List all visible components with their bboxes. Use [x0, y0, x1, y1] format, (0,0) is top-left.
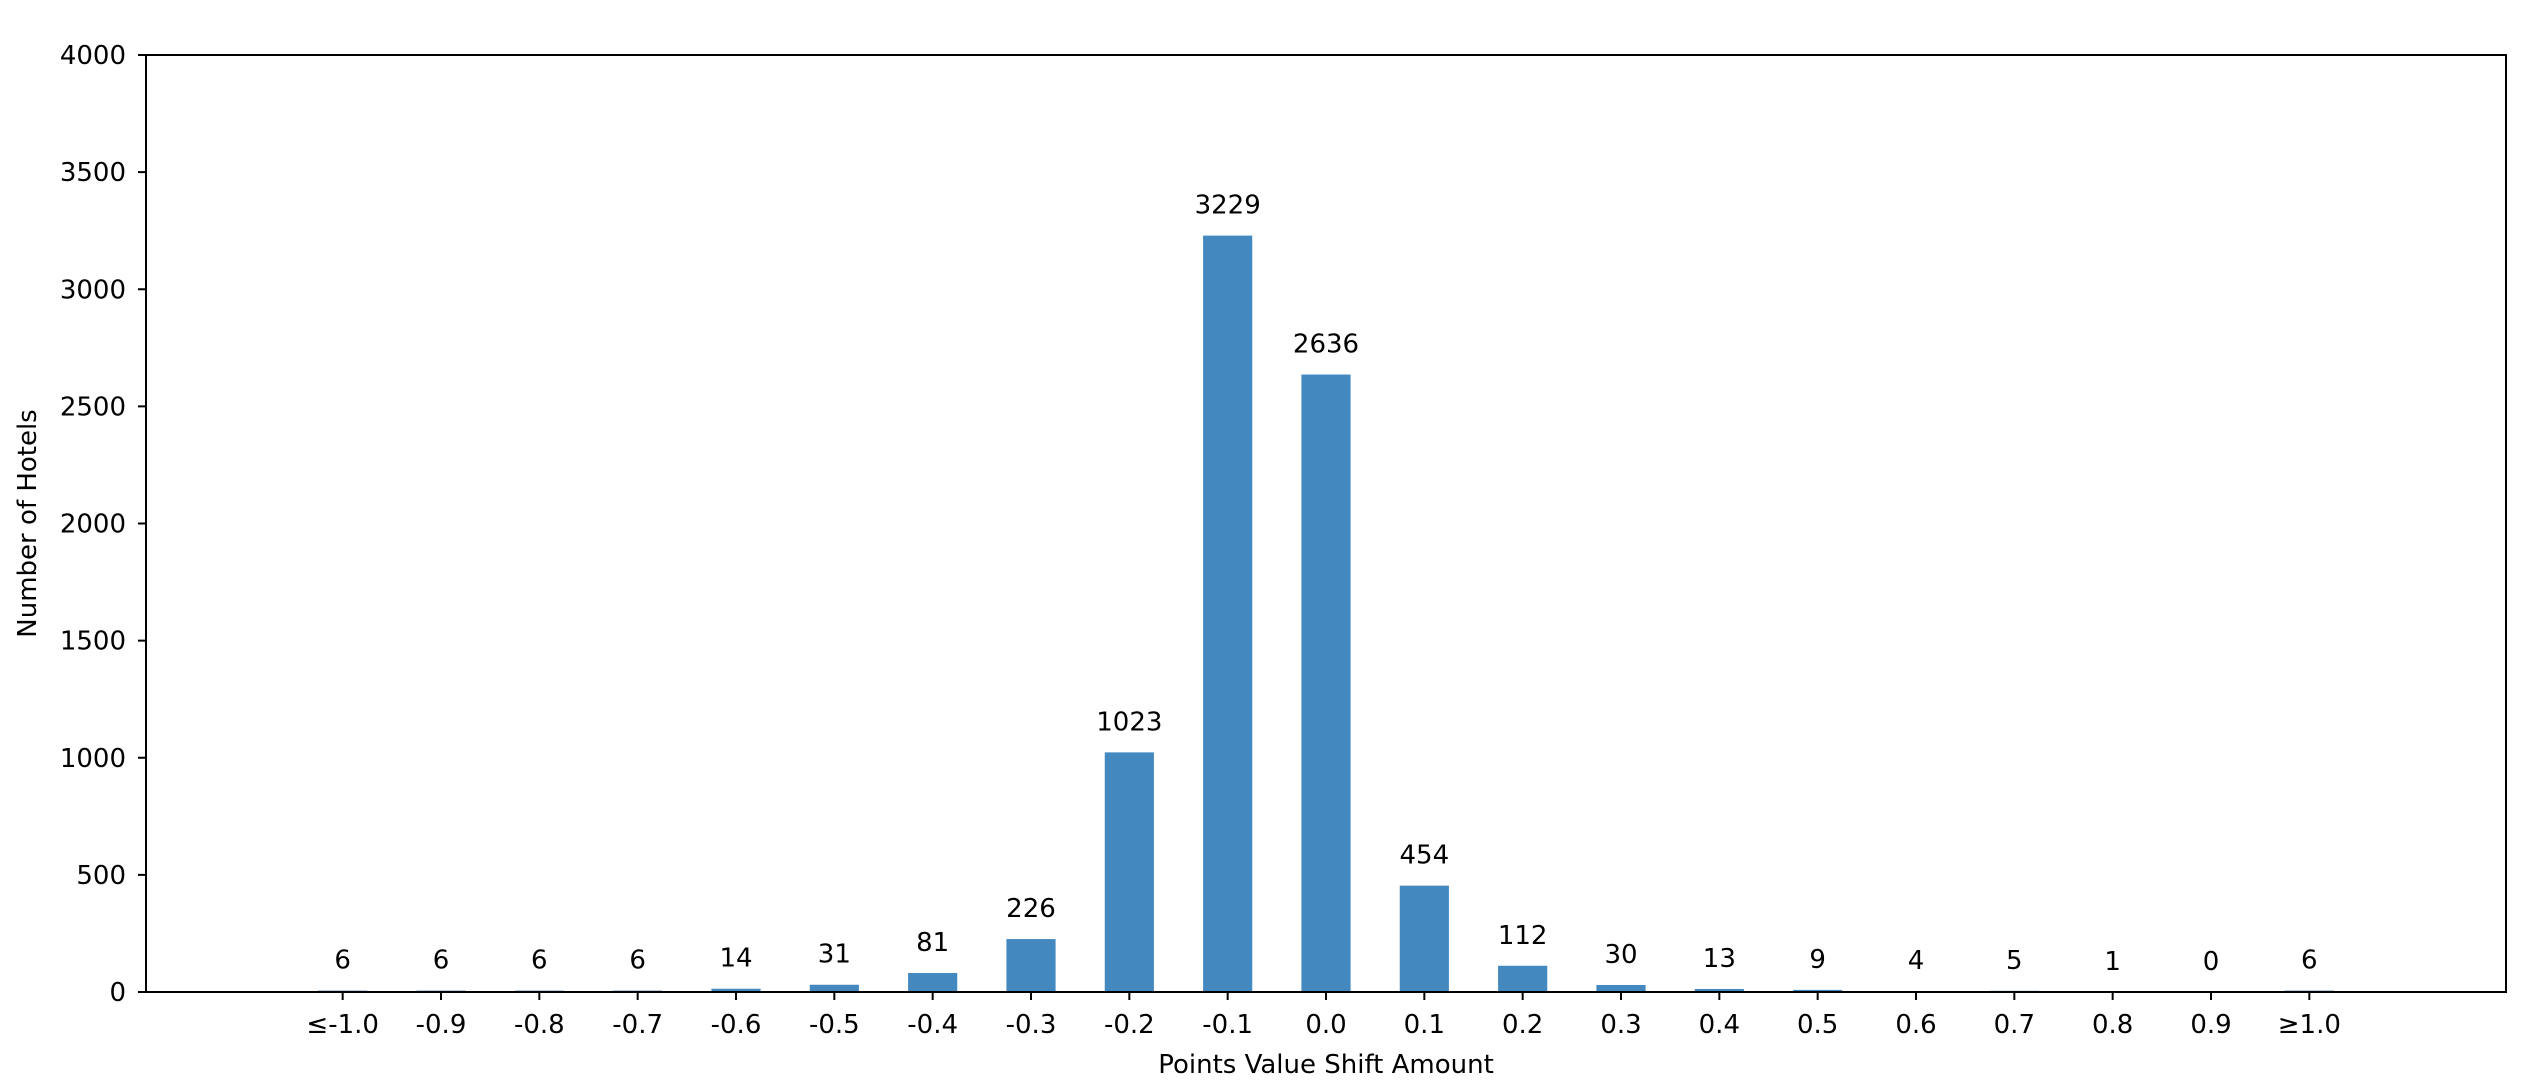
x-tick-label: -0.5	[809, 1010, 860, 1040]
x-tick-label: 0.6	[1895, 1010, 1936, 1040]
bar-value-label: 14	[719, 944, 752, 974]
bar-value-label: 0	[2203, 947, 2220, 977]
y-axis-ticks: 0 500 1000 1500 2000 2500 3000 3500 4000	[60, 41, 146, 1008]
x-tick-label: -0.9	[416, 1010, 467, 1040]
bar-5	[810, 985, 859, 992]
x-tick-label: 0.4	[1699, 1010, 1740, 1040]
bar-value-label: 6	[629, 946, 646, 976]
bar-13	[1596, 985, 1645, 992]
y-tick-label: 0	[109, 978, 126, 1008]
y-tick-label: 3000	[60, 275, 126, 305]
x-tick-label: -0.7	[612, 1010, 663, 1040]
x-tick-label: -0.1	[1202, 1010, 1253, 1040]
x-tick-label: -0.4	[907, 1010, 958, 1040]
bar-value-label: 6	[433, 946, 450, 976]
bar-value-label: 81	[916, 928, 949, 958]
y-tick-label: 2000	[60, 510, 126, 540]
x-tick-label: ≤-1.0	[306, 1010, 379, 1040]
bar-value-label: 6	[2301, 946, 2318, 976]
x-axis-label: Points Value Shift Amount	[1158, 1050, 1494, 1080]
x-tick-label: 0.3	[1600, 1010, 1641, 1040]
y-tick-label: 3500	[60, 158, 126, 188]
x-tick-label: 0.0	[1305, 1010, 1346, 1040]
x-tick-label: -0.3	[1006, 1010, 1057, 1040]
bar-11	[1400, 886, 1449, 992]
bar-value-label: 4	[1908, 946, 1925, 976]
bar-value-label: 9	[1809, 945, 1826, 975]
bar-value-label: 1023	[1096, 707, 1162, 737]
x-tick-label: ≥1.0	[2278, 1010, 2341, 1040]
bar-value-label: 5	[2006, 946, 2023, 976]
y-tick-label: 1000	[60, 744, 126, 774]
bar-7	[1006, 939, 1055, 992]
y-tick-label: 2500	[60, 392, 126, 422]
bar-6	[908, 973, 957, 992]
bar-value-label: 31	[818, 940, 851, 970]
x-tick-label: 0.8	[2092, 1010, 2133, 1040]
x-tick-label: -0.2	[1104, 1010, 1155, 1040]
x-tick-label: -0.6	[711, 1010, 762, 1040]
x-tick-label: 0.2	[1502, 1010, 1543, 1040]
bar-value-label: 112	[1498, 921, 1548, 951]
bar-value-label: 6	[334, 946, 351, 976]
x-tick-label: -0.8	[514, 1010, 565, 1040]
x-tick-label: 0.9	[2190, 1010, 2231, 1040]
y-tick-label: 1500	[60, 627, 126, 657]
bar-value-label: 2636	[1293, 330, 1359, 360]
bar-value-label: 13	[1703, 944, 1736, 974]
bar-value-label: 6	[531, 946, 548, 976]
bar-8	[1105, 752, 1154, 992]
y-tick-label: 4000	[60, 41, 126, 71]
bar-value-label: 1	[2104, 947, 2121, 977]
bar-value-label: 454	[1400, 841, 1450, 871]
x-tick-label: 0.1	[1404, 1010, 1445, 1040]
bar-value-label: 3229	[1195, 191, 1261, 221]
x-axis-ticks: ≤-1.0 -0.9 -0.8 -0.7 -0.6 -0.5 -0.4 -0.3 -0.2 -0.…	[306, 992, 2340, 1040]
bar-10	[1301, 375, 1350, 992]
bar-value-label: 226	[1006, 894, 1056, 924]
x-tick-label: 0.5	[1797, 1010, 1838, 1040]
bar-12	[1498, 966, 1547, 992]
bar-9	[1203, 236, 1252, 992]
y-axis-label: Number of Hotels	[13, 409, 43, 637]
y-tick-label: 500	[76, 861, 126, 891]
bar-value-label: 30	[1604, 940, 1637, 970]
x-tick-label: 0.7	[1994, 1010, 2035, 1040]
